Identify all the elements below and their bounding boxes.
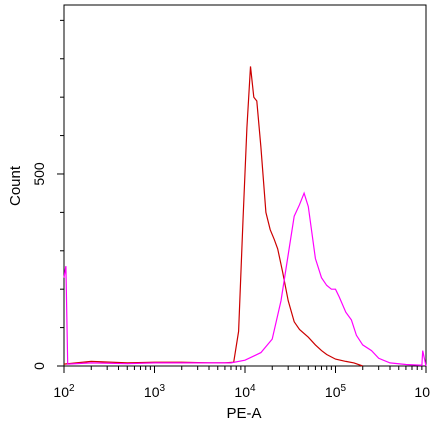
series-layer <box>63 66 427 367</box>
y-axis-label: Count <box>7 165 24 206</box>
x-axis-label: PE-A <box>226 405 261 422</box>
x-axis-ticks: 102 103 104 105 10 <box>53 366 430 400</box>
x-tick-label: 104 <box>234 383 256 400</box>
x-tick-label: 10 <box>414 384 430 400</box>
series-line-2 <box>63 191 427 367</box>
x-tick-label: 102 <box>53 383 75 400</box>
x-tick-label: 103 <box>144 383 166 400</box>
y-tick-label: 0 <box>31 362 47 370</box>
y-axis-ticks: 0 500 <box>31 19 64 370</box>
y-tick-label: 500 <box>31 162 47 186</box>
series-line-1 <box>63 66 363 367</box>
x-tick-label: 105 <box>325 383 347 400</box>
